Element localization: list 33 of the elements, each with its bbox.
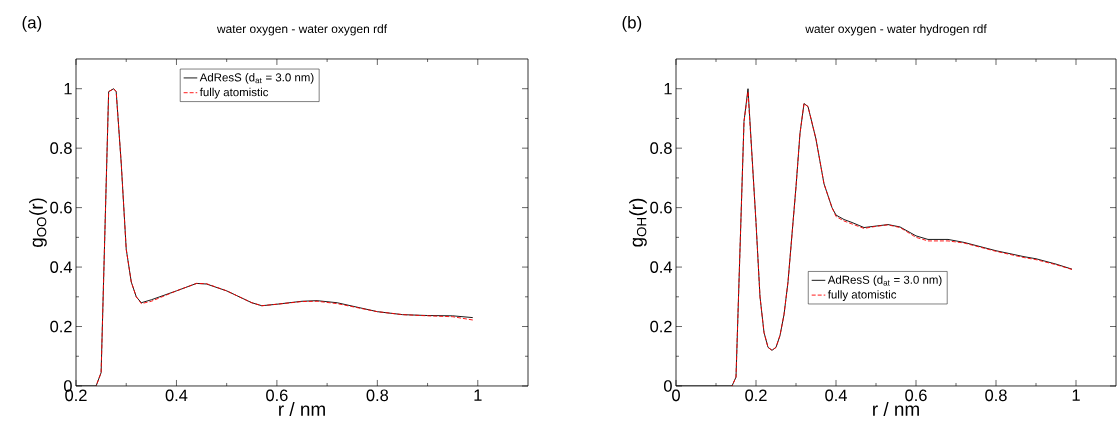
chart-title: water oxygen - water hydrogen rdf xyxy=(805,24,987,36)
x-tick-label: 0.4 xyxy=(165,389,188,402)
y-tick-label: 0.8 xyxy=(50,142,72,154)
text: (a) xyxy=(22,16,42,32)
y-tick-label: 0 xyxy=(663,380,672,392)
y-tick-label: 1 xyxy=(664,83,672,95)
y-axis-title: g$_{OO}$(r) xyxy=(29,198,47,247)
x-tick-label: 0.8 xyxy=(985,389,1007,402)
x-tick-label: 0.6 xyxy=(266,389,288,402)
x-tick-label: 0.6 xyxy=(905,389,927,402)
y-tick-label: 0.4 xyxy=(50,261,73,273)
legend-label: AdResS (d$_{at}$ = 3.0 nm) xyxy=(199,73,314,84)
chart-title: water oxygen - water oxygen rdf xyxy=(216,24,388,36)
y-tick-label: 0.2 xyxy=(50,320,72,333)
y-tick-label: 0.8 xyxy=(650,142,672,154)
x-tick-label: 0.2 xyxy=(745,389,767,402)
y-tick-label: 0.6 xyxy=(50,201,72,214)
y-tick-label: 1 xyxy=(64,83,72,95)
legend-label: fully atomistic xyxy=(199,87,269,99)
y-axis-title: g$_{OH}$(r) xyxy=(629,198,647,247)
y-tick-label: 0.6 xyxy=(650,201,672,214)
x-tick-label: 0 xyxy=(672,389,680,402)
x-tick-label: 0.4 xyxy=(825,389,847,402)
legend-label: fully atomistic xyxy=(827,290,897,301)
x-tick-label: 1 xyxy=(474,389,482,401)
y-tick-label: 0.2 xyxy=(650,320,672,333)
y-tick-label: 0.4 xyxy=(650,261,673,273)
x-axis-title: r / nm xyxy=(279,401,325,416)
x-axis-title: r / nm xyxy=(873,401,919,416)
legend-label: AdResS (d$_{at}$ = 3.0 nm) xyxy=(827,275,942,287)
x-tick-label: 0.8 xyxy=(366,389,389,402)
x-tick-label: 1 xyxy=(1072,389,1080,401)
text: (b) xyxy=(622,16,642,32)
